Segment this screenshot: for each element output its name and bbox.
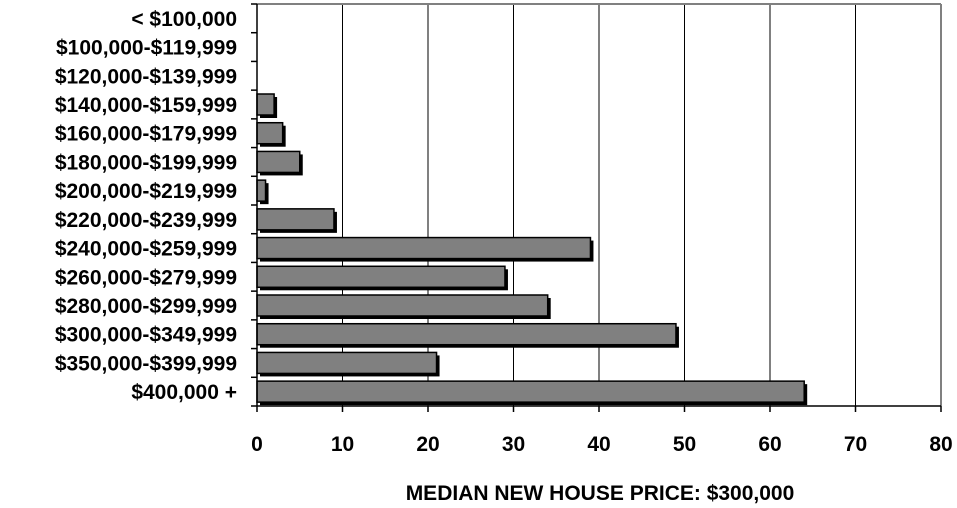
category-label: $100,000-$119,999 (56, 37, 237, 60)
x-tick-label: 0 (251, 433, 263, 456)
category-label: $400,000 + (131, 381, 237, 404)
bar (256, 322, 677, 346)
category-label: $240,000-$259,999 (55, 238, 237, 261)
category-label: $120,000-$139,999 (55, 65, 237, 88)
category-label: $140,000-$159,999 (55, 94, 237, 117)
category-label: < $100,000 (131, 8, 237, 31)
bars (256, 93, 808, 406)
bar (256, 150, 301, 174)
x-tick-label: 40 (587, 433, 610, 456)
gridlines (342, 4, 856, 406)
x-tick-label: 60 (758, 433, 781, 456)
category-label: $300,000-$349,999 (55, 324, 237, 347)
category-label: $280,000-$299,999 (55, 295, 237, 318)
x-tick-labels: 0 10 20 30 40 50 60 70 80 (251, 433, 953, 456)
bar (256, 380, 805, 403)
bar (256, 294, 549, 317)
category-label: $160,000-$179,999 (55, 123, 237, 146)
category-label: $200,000-$219,999 (55, 180, 237, 203)
category-label: $260,000-$279,999 (55, 266, 237, 289)
bar (256, 179, 267, 202)
bar (256, 265, 506, 289)
axes (251, 3, 942, 412)
x-tick-label: 80 (929, 433, 952, 456)
category-labels: < $100,000 $100,000-$119,999 $120,000-$139… (55, 8, 237, 404)
x-tick-label: 30 (502, 433, 525, 456)
bar (256, 351, 438, 375)
category-label: $180,000-$199,999 (55, 151, 237, 174)
x-axis-title: MEDIAN NEW HOUSE PRICE: $300,000 (406, 482, 795, 505)
x-tick-label: 10 (331, 433, 354, 456)
x-tick-label: 50 (673, 433, 696, 456)
x-tick-label: 70 (844, 433, 867, 456)
bar (256, 208, 335, 231)
category-label: $350,000-$399,999 (55, 352, 237, 375)
bar (256, 121, 284, 145)
x-tick-label: 20 (416, 433, 439, 456)
bar (256, 93, 275, 116)
category-label: $220,000-$239,999 (55, 209, 237, 232)
bar (256, 236, 592, 260)
